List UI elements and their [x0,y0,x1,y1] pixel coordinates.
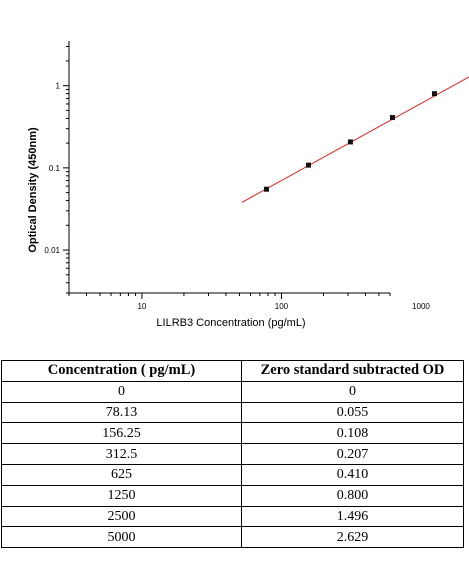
table-row: 5000 2.629 [1,526,464,549]
od-cell: 1.496 [241,505,464,528]
od-cell: 0.055 [241,401,464,424]
x-tick-label: 100 [275,302,289,311]
data-points [263,91,437,192]
table-row: 2500 1.496 [1,505,464,528]
od-cell: 0.108 [241,422,464,445]
table-row: 312.5 0.207 [1,443,464,465]
concentration-cell: 2500 [1,505,242,528]
concentration-cell: 1250 [1,484,242,507]
concentration-header: Concentration ( pg/mL) [1,360,242,382]
axis-tick-labels: 10 100 1000 0.01 0.1 1 [44,82,430,311]
axis-ticks [63,46,391,299]
od-cell: 0.800 [241,484,464,507]
fit-line [241,76,469,203]
data-point [389,115,395,121]
data-point [431,91,437,97]
y-tick-label: 0.1 [49,164,61,173]
y-tick-label: 1 [56,82,61,91]
data-point [305,162,311,168]
od-cell: 2.629 [241,526,464,549]
table-body: 0 0 78.13 0.055 156.25 0.108 312.5 0.207 625 0.41… [1,380,464,549]
table-row: 1250 0.800 [1,484,464,507]
concentration-cell: 78.13 [1,401,242,424]
table-row: 625 0.410 [1,463,464,486]
concentration-cell: 5000 [1,526,242,549]
y-axis-label: Optical Density (450nm) [27,127,39,253]
concentration-cell: 625 [1,463,242,486]
table-row: 156.25 0.108 [1,422,464,445]
data-point [347,139,353,145]
od-header: Zero standard subtracted OD [241,360,464,382]
concentration-cell: 0 [1,380,242,403]
x-axis-label: LILRB3 Concentration (pg/mL) [156,317,305,329]
od-cell: 0.207 [241,443,464,465]
x-tick-label: 10 [137,302,146,311]
table-row: 78.13 0.055 [1,401,464,424]
chart-axes [68,41,390,294]
od-cell: 0.410 [241,463,464,486]
concentration-cell: 156.25 [1,422,242,445]
concentration-cell: 312.5 [1,443,242,465]
x-tick-label: 1000 [412,302,430,311]
od-cell: 0 [241,380,464,403]
data-point [263,186,269,192]
y-tick-label: 0.01 [44,246,60,255]
standard-curve-chart: 10 100 1000 0.01 0.1 1 LILRB3 Concentration (… [27,41,469,329]
table-header-row: Concentration ( pg/mL) Zero standard sub… [1,360,464,382]
data-table: Concentration ( pg/mL) Zero standard sub… [1,360,464,549]
